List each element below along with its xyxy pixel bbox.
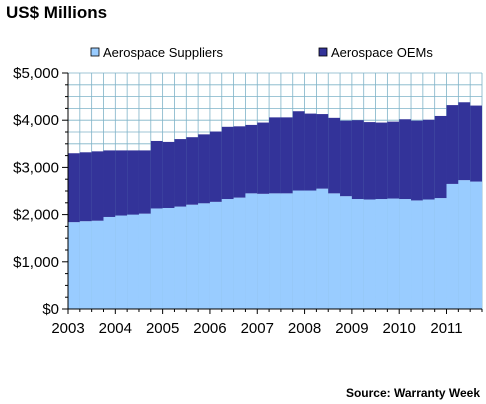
x-tick-label: 2011	[430, 320, 462, 337]
bars	[68, 102, 482, 309]
x-tick-label: 2004	[99, 320, 132, 337]
legend-swatch-oems	[318, 47, 328, 57]
legend: Aerospace Suppliers Aerospace OEMs	[90, 45, 433, 60]
y-tick-label: $5,000	[13, 65, 59, 82]
legend-label-suppliers: Aerospace Suppliers	[103, 45, 223, 60]
bar-segment-suppliers	[127, 214, 139, 309]
bar-segment-oems	[138, 150, 151, 214]
bar-segment-oems	[198, 134, 210, 204]
y-tick-label: $4,000	[13, 112, 59, 129]
bar-segment-suppliers	[470, 181, 482, 309]
bar-segment-oems	[150, 140, 163, 209]
source-note: Source: Warranty Week	[346, 386, 480, 400]
bar-segment-suppliers	[103, 216, 116, 309]
bar-segment-suppliers	[363, 199, 376, 309]
bar-segment-suppliers	[316, 188, 329, 309]
x-tick-label: 2009	[335, 320, 368, 337]
bar-segment-oems	[304, 113, 317, 191]
bar-segment-oems	[411, 120, 423, 201]
bar-segment-oems	[280, 117, 293, 194]
x-tick-label: 2008	[288, 320, 321, 337]
y-tick-label: $3,000	[13, 159, 59, 176]
bar-segment-suppliers	[422, 199, 435, 309]
bar-segment-oems	[233, 126, 246, 198]
bar-segment-suppliers	[186, 204, 199, 309]
bar-segment-oems	[422, 119, 435, 200]
bar-segment-oems	[257, 122, 270, 194]
x-tick-labels: 2003 2004 2005 2006 2007 2008 2009 2010 2011	[51, 320, 462, 337]
bar-segment-oems	[434, 115, 447, 199]
bar-segment-suppliers	[245, 193, 258, 309]
y-tick-labels: $0 $1,000 $2,000 $3,000 $4,000 $5,000	[13, 65, 59, 318]
bar-segment-suppliers	[150, 208, 163, 309]
bar-segment-oems	[351, 120, 364, 200]
chart-title: US$ Millions	[6, 3, 107, 22]
bar-segment-suppliers	[340, 196, 352, 309]
bar-segment-oems	[221, 126, 234, 200]
x-tick-label: 2010	[383, 320, 416, 337]
axes	[62, 72, 483, 314]
bar-segment-suppliers	[351, 199, 364, 309]
bar-segment-oems	[186, 137, 199, 205]
x-tick-label: 2005	[146, 320, 179, 337]
bar-segment-oems	[387, 121, 400, 199]
bar-segment-oems	[174, 139, 187, 207]
y-tick-label: $0	[42, 301, 59, 318]
bar-segment-suppliers	[257, 193, 270, 309]
bar-segment-oems	[162, 141, 175, 208]
bar-segment-suppliers	[221, 199, 234, 309]
y-tick-label: $1,000	[13, 254, 59, 271]
bar-segment-suppliers	[233, 197, 246, 309]
bar-segment-suppliers	[387, 198, 400, 309]
bar-segment-oems	[115, 150, 128, 216]
bar-segment-oems	[328, 117, 341, 194]
bar-segment-oems	[399, 119, 412, 200]
bar-segment-suppliers	[269, 193, 281, 309]
bar-segment-suppliers	[375, 199, 388, 309]
legend-swatch-suppliers	[90, 47, 100, 57]
bar-segment-suppliers	[458, 180, 471, 309]
bar-segment-suppliers	[198, 203, 210, 309]
bar-segment-oems	[446, 105, 459, 184]
bar-segment-oems	[458, 102, 471, 181]
bar-segment-oems	[68, 153, 80, 223]
bar-segment-suppliers	[411, 200, 423, 309]
bar-segment-suppliers	[91, 220, 104, 309]
bar-segment-suppliers	[328, 193, 341, 309]
bar-segment-suppliers	[138, 213, 151, 309]
bar-segment-oems	[316, 114, 329, 189]
bar-segment-oems	[269, 117, 281, 194]
bar-segment-oems	[91, 151, 104, 221]
bar-segment-suppliers	[446, 183, 459, 309]
bar-segment-suppliers	[79, 221, 92, 309]
bar-segment-suppliers	[174, 206, 187, 309]
bar-segment-suppliers	[68, 222, 80, 309]
bar-segment-suppliers	[399, 199, 412, 309]
bar-segment-suppliers	[209, 201, 222, 309]
legend-label-oems: Aerospace OEMs	[331, 45, 433, 60]
bar-segment-oems	[470, 105, 482, 182]
bar-segment-suppliers	[304, 190, 317, 309]
x-tick-label: 2007	[241, 320, 274, 337]
bar-segment-suppliers	[115, 215, 128, 309]
x-tick-label: 2006	[193, 320, 226, 337]
bar-segment-oems	[127, 150, 139, 215]
bar-segment-oems	[340, 120, 352, 197]
x-tick-label: 2003	[51, 320, 84, 337]
bar-segment-suppliers	[162, 207, 175, 309]
bar-segment-oems	[209, 131, 222, 202]
bar-segment-suppliers	[434, 198, 447, 309]
bar-segment-suppliers	[280, 193, 293, 309]
bar-segment-oems	[245, 124, 258, 194]
bar-segment-oems	[375, 122, 388, 200]
bar-segment-oems	[292, 111, 305, 191]
bar-segment-oems	[103, 150, 116, 217]
bar-segment-suppliers	[292, 190, 305, 309]
y-tick-label: $2,000	[13, 207, 59, 224]
bar-segment-oems	[79, 152, 92, 222]
bar-segment-oems	[363, 122, 376, 200]
